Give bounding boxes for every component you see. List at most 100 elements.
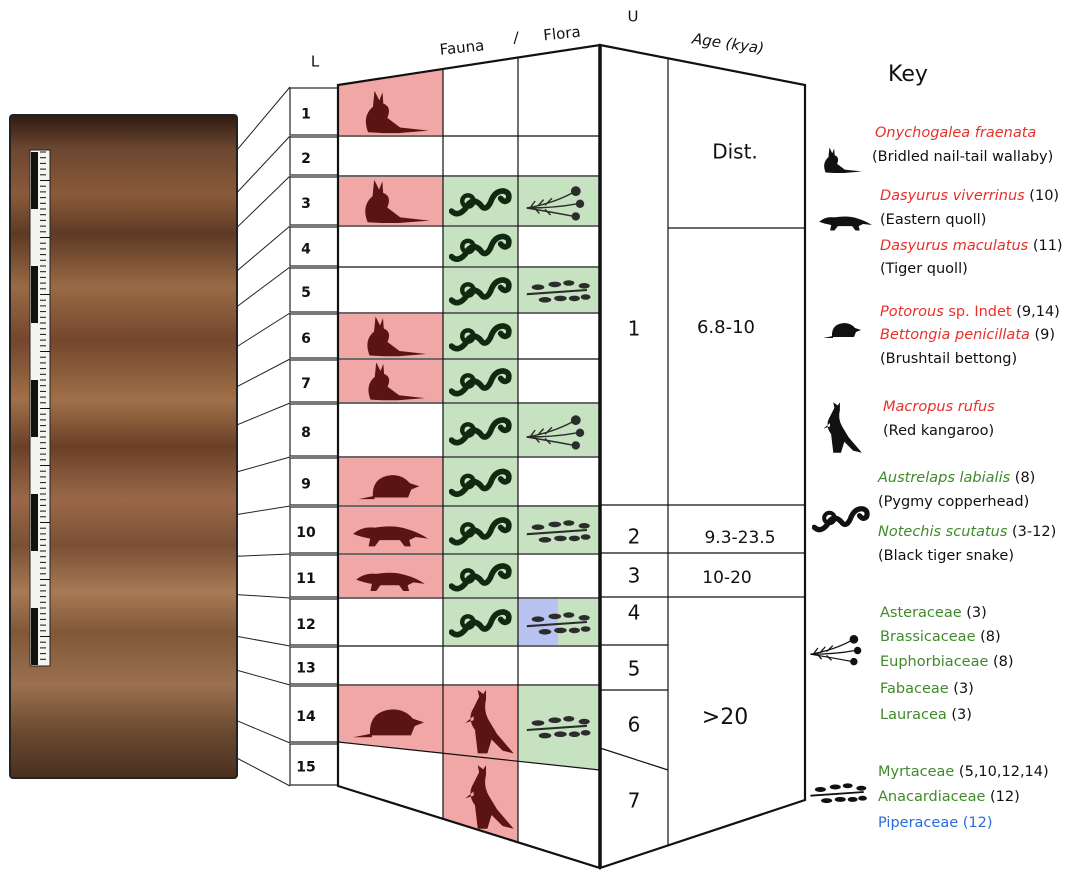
scale-bar — [29, 149, 51, 667]
unit-label: 3 — [628, 564, 641, 588]
key-icon-quoll — [819, 216, 872, 231]
layer-box — [289, 743, 339, 786]
header-fauna: Fauna — [439, 36, 485, 59]
key-line: Bettongia penicillata (9) — [880, 327, 1055, 343]
key-text: Brassicaceae — [880, 629, 976, 645]
header-unit: U — [628, 8, 639, 26]
connector — [236, 553, 291, 557]
layer-box — [289, 176, 339, 226]
key-text: (Red kangaroo) — [883, 423, 994, 439]
table-cells — [338, 45, 600, 868]
layer-box — [289, 359, 339, 403]
connector — [236, 312, 291, 348]
key-text: (3-12) — [1007, 524, 1056, 540]
key-text: (10) — [1025, 188, 1059, 204]
key-text: (Black tiger snake) — [878, 548, 1014, 564]
header-layer: L — [311, 53, 320, 71]
layer-label: 11 — [296, 571, 315, 587]
connector — [236, 757, 291, 787]
key-line: Myrtaceae (5,10,12,14) — [878, 764, 1049, 780]
key-text: (11) — [1028, 238, 1062, 254]
cell-fill — [338, 360, 443, 402]
layer-label: 2 — [301, 151, 311, 167]
connector — [236, 266, 291, 308]
key-text: sp. Indet — [944, 304, 1012, 320]
scale-block — [31, 494, 38, 551]
unit-outline — [598, 43, 807, 870]
key-title: Key — [888, 62, 928, 87]
key-line: (Tiger quoll) — [880, 261, 968, 277]
cell-fill — [518, 404, 600, 456]
connector-lines — [236, 86, 291, 787]
key-line: Brassicaceae (8) — [880, 629, 1001, 645]
layer-box — [289, 87, 339, 136]
key-line: Onychogalea fraenata — [875, 125, 1036, 141]
key-text: (5,10,12,14) — [954, 764, 1048, 780]
unit-label: 1 — [628, 317, 641, 341]
unit-label: 7 — [628, 789, 641, 813]
layer-label: 13 — [296, 661, 315, 677]
connector — [236, 669, 291, 686]
layer-label: 9 — [301, 477, 311, 493]
key-line: (Brushtail bettong) — [880, 351, 1017, 367]
key-text: (Bridled nail-tail wallaby) — [872, 149, 1053, 165]
cell-fill — [518, 507, 600, 553]
layer-label: 7 — [301, 376, 311, 392]
scale-block — [31, 266, 38, 323]
age-label: >20 — [702, 705, 748, 730]
key-text: (3) — [947, 707, 972, 723]
connector — [236, 594, 291, 599]
key-line: Asteraceae (3) — [880, 605, 987, 621]
scale-block — [31, 608, 38, 665]
connector — [236, 225, 291, 272]
key-text: (Eastern quoll) — [880, 212, 986, 228]
key-text: (3) — [949, 681, 974, 697]
key-text: Dasyurus maculatus — [880, 238, 1029, 254]
layer-label: 10 — [296, 525, 316, 541]
table-line — [337, 741, 601, 771]
key-line: Piperaceae (12) — [878, 815, 993, 831]
table-line — [599, 747, 669, 771]
key-text: Potorous — [880, 304, 944, 320]
layer-label: 12 — [296, 617, 315, 633]
key-line: Dasyurus viverrinus (10) — [880, 188, 1059, 204]
unit-label: 6 — [628, 713, 641, 737]
key-text: Fabaceae — [880, 681, 949, 697]
key-text: (3) — [962, 605, 987, 621]
age-label: 9.3-23.5 — [704, 528, 775, 548]
key-icon-bush — [809, 782, 868, 805]
layer-box — [289, 598, 339, 646]
key-text: (Brushtail bettong) — [880, 351, 1017, 367]
age-label: 6.8-10 — [697, 317, 755, 338]
connector — [236, 402, 291, 426]
connector — [236, 456, 291, 473]
key-line: (Pygmy copperhead) — [878, 494, 1029, 510]
scale-block — [31, 152, 38, 209]
table-lines — [289, 43, 807, 870]
layer-box — [289, 685, 339, 743]
header-slash: / — [513, 29, 519, 47]
layer-box — [289, 646, 339, 685]
key: Onychogalea fraenata (Bridled nail-tail w… — [809, 125, 1063, 831]
connector — [236, 86, 291, 151]
age-label: 10-20 — [702, 568, 751, 588]
layer-box — [289, 313, 339, 359]
key-text: Austrelaps labialis — [877, 470, 1011, 486]
key-line: Macropus rufus — [883, 399, 995, 415]
key-text: Dasyurus viverrinus — [880, 188, 1025, 204]
key-line: Fabaceae (3) — [880, 681, 974, 697]
connector — [236, 358, 291, 388]
layer-label: 1 — [301, 107, 311, 123]
layer-label: 5 — [301, 285, 311, 301]
layer-label: 8 — [301, 425, 311, 441]
layer-label: 4 — [301, 242, 311, 258]
layer-box — [289, 267, 339, 313]
key-line: Potorous sp. Indet (9,14) — [880, 304, 1060, 320]
table-labels: 1234567891011121314151234567Dist.6.8-109… — [296, 107, 775, 813]
key-text: (Pygmy copperhead) — [878, 494, 1029, 510]
connector — [236, 635, 291, 647]
header-age: Age (kya) — [690, 29, 765, 57]
connector — [236, 505, 291, 516]
connector — [236, 135, 291, 193]
